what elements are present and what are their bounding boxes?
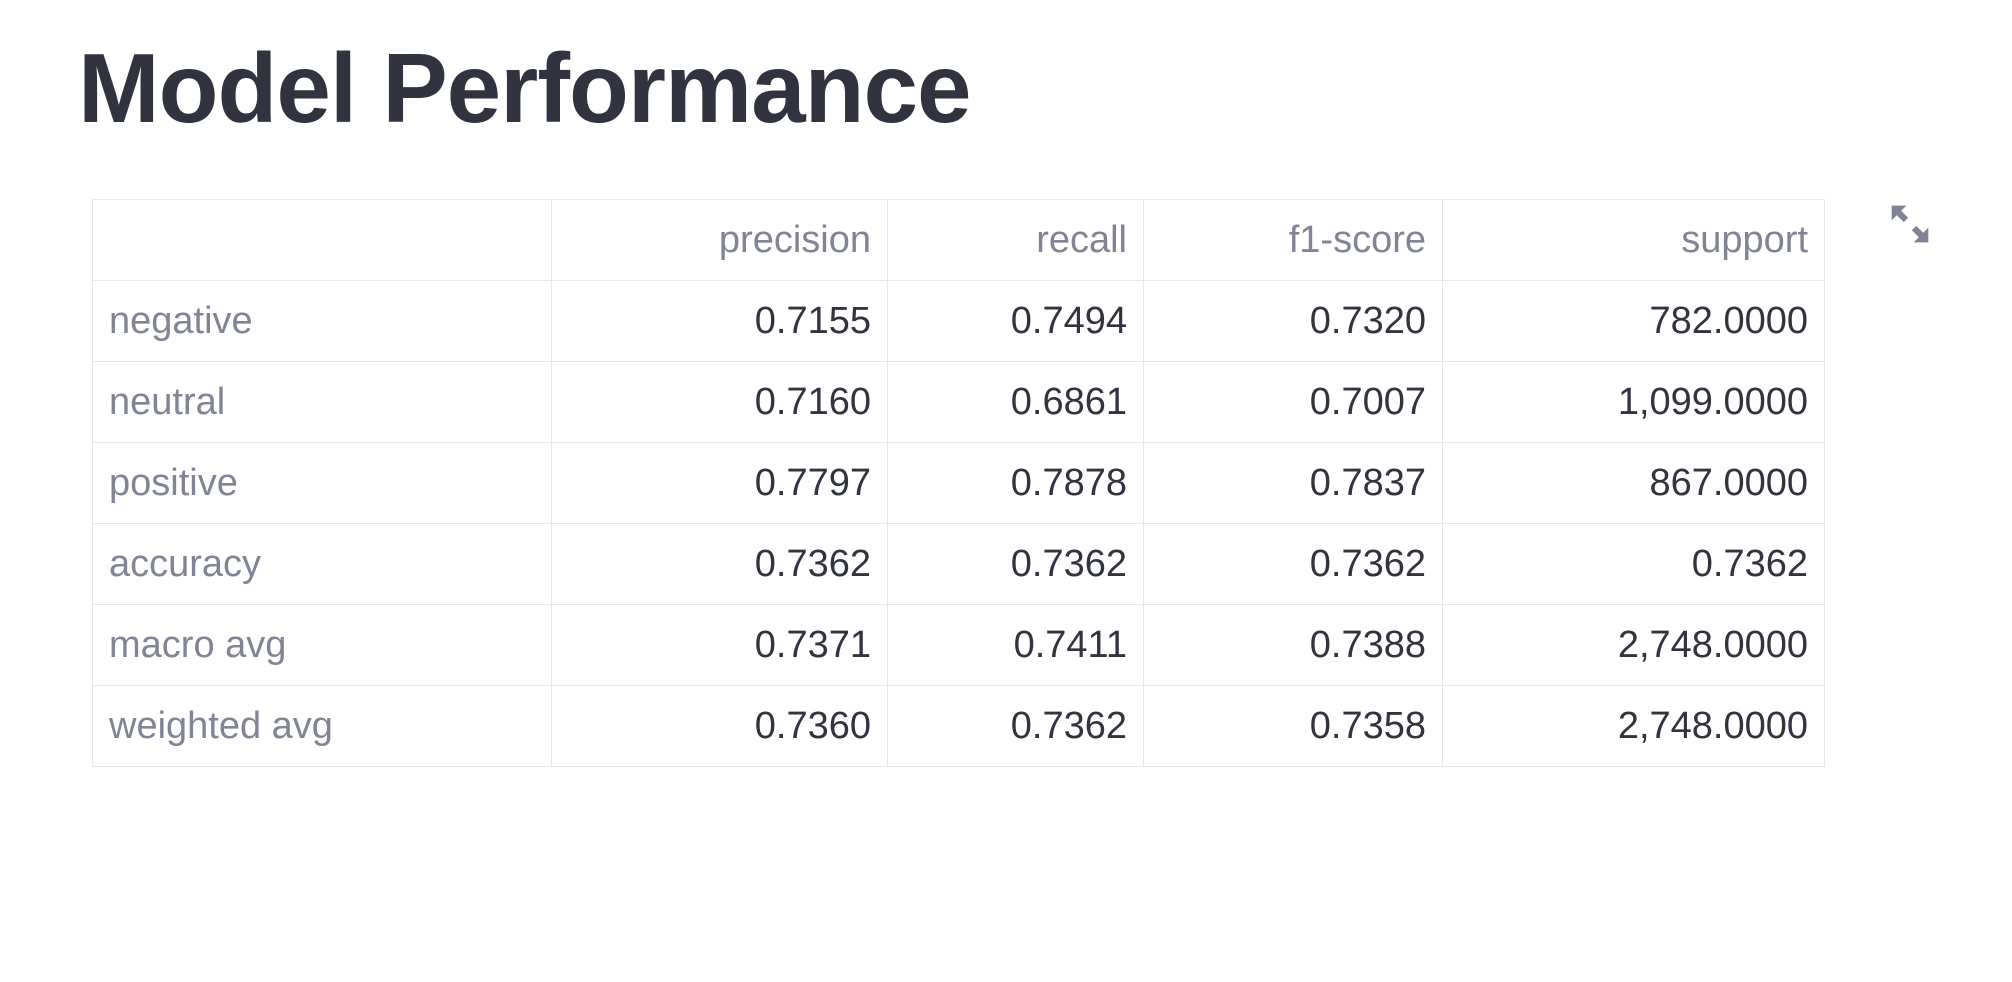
row-label: weighted avg: [92, 685, 552, 767]
recall-cell: 0.6861: [887, 361, 1144, 443]
classification-report-table-container: precision recall f1-score support negati…: [92, 199, 1825, 767]
row-label: positive: [92, 442, 552, 524]
table-header-row: precision recall f1-score support: [92, 199, 1825, 281]
row-label: negative: [92, 280, 552, 362]
fullscreen-button[interactable]: [1886, 200, 1934, 248]
recall-cell: 0.7362: [887, 523, 1144, 605]
support-cell: 1,099.0000: [1442, 361, 1825, 443]
precision-cell: 0.7360: [551, 685, 888, 767]
column-header-support: support: [1442, 199, 1825, 281]
precision-cell: 0.7155: [551, 280, 888, 362]
expand-arrows-icon: [1891, 205, 1929, 243]
f1-score-cell: 0.7358: [1143, 685, 1443, 767]
support-cell: 867.0000: [1442, 442, 1825, 524]
table-row: negative 0.7155 0.7494 0.7320 782.0000: [92, 280, 1825, 362]
f1-score-cell: 0.7320: [1143, 280, 1443, 362]
precision-cell: 0.7797: [551, 442, 888, 524]
table-row: macro avg 0.7371 0.7411 0.7388 2,748.000…: [92, 604, 1825, 686]
column-header-recall: recall: [887, 199, 1144, 281]
f1-score-cell: 0.7837: [1143, 442, 1443, 524]
f1-score-cell: 0.7388: [1143, 604, 1443, 686]
f1-score-cell: 0.7007: [1143, 361, 1443, 443]
row-label: macro avg: [92, 604, 552, 686]
recall-cell: 0.7494: [887, 280, 1144, 362]
table-row: weighted avg 0.7360 0.7362 0.7358 2,748.…: [92, 685, 1825, 767]
f1-score-cell: 0.7362: [1143, 523, 1443, 605]
precision-cell: 0.7371: [551, 604, 888, 686]
table-row: accuracy 0.7362 0.7362 0.7362 0.7362: [92, 523, 1825, 605]
support-cell: 782.0000: [1442, 280, 1825, 362]
recall-cell: 0.7362: [887, 685, 1144, 767]
row-label: accuracy: [92, 523, 552, 605]
support-cell: 2,748.0000: [1442, 604, 1825, 686]
row-label: neutral: [92, 361, 552, 443]
table-row: neutral 0.7160 0.6861 0.7007 1,099.0000: [92, 361, 1825, 443]
column-header-f1-score: f1-score: [1143, 199, 1443, 281]
column-header-precision: precision: [551, 199, 888, 281]
classification-report-table: precision recall f1-score support negati…: [92, 199, 1825, 767]
support-cell: 2,748.0000: [1442, 685, 1825, 767]
recall-cell: 0.7878: [887, 442, 1144, 524]
recall-cell: 0.7411: [887, 604, 1144, 686]
column-header-index: [92, 199, 552, 281]
table-row: positive 0.7797 0.7878 0.7837 867.0000: [92, 442, 1825, 524]
page-title: Model Performance: [78, 33, 971, 143]
precision-cell: 0.7362: [551, 523, 888, 605]
support-cell: 0.7362: [1442, 523, 1825, 605]
precision-cell: 0.7160: [551, 361, 888, 443]
